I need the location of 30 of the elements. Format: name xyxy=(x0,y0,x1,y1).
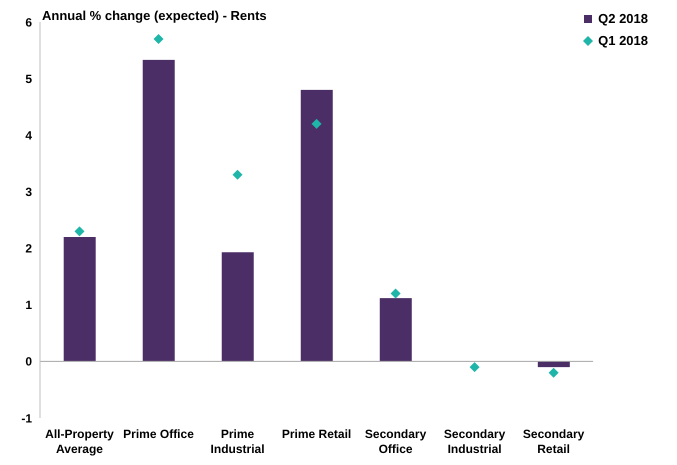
y-tick-label: 6 xyxy=(25,15,32,30)
x-tick-label: Secondary Retail xyxy=(522,427,585,456)
x-tick-label: Prime Office xyxy=(123,427,194,441)
bar xyxy=(222,252,254,362)
y-tick-label: 4 xyxy=(25,128,32,142)
bar xyxy=(300,90,333,362)
bar xyxy=(380,298,412,362)
point xyxy=(470,362,480,372)
point xyxy=(548,368,559,378)
x-tick-label: Secondary Office xyxy=(364,427,427,456)
y-tick-label: 5 xyxy=(25,72,32,86)
bar xyxy=(64,236,96,362)
y-tick-label: 0 xyxy=(25,354,32,369)
legend-label: Q1 2018 xyxy=(598,32,648,50)
point xyxy=(232,170,243,180)
chart-title: Annual % change (expected) - Rents xyxy=(42,8,267,23)
y-tick-label: 1 xyxy=(25,298,32,312)
y-tick-label: 2 xyxy=(25,242,32,256)
x-tick-label: Secondary Industrial xyxy=(444,427,506,456)
bar xyxy=(142,60,175,362)
x-tick-label: Prime Retail xyxy=(282,427,352,441)
y-tick-label: -1 xyxy=(21,411,32,426)
legend-label: Q2 2018 xyxy=(598,10,648,28)
x-tick-label: Prime Industrial xyxy=(210,427,265,456)
y-tick-label: 3 xyxy=(25,184,32,199)
point xyxy=(154,34,164,44)
point xyxy=(312,118,322,129)
x-tick-label: All-Property Average xyxy=(45,427,114,456)
point xyxy=(74,226,85,236)
point xyxy=(390,288,401,299)
